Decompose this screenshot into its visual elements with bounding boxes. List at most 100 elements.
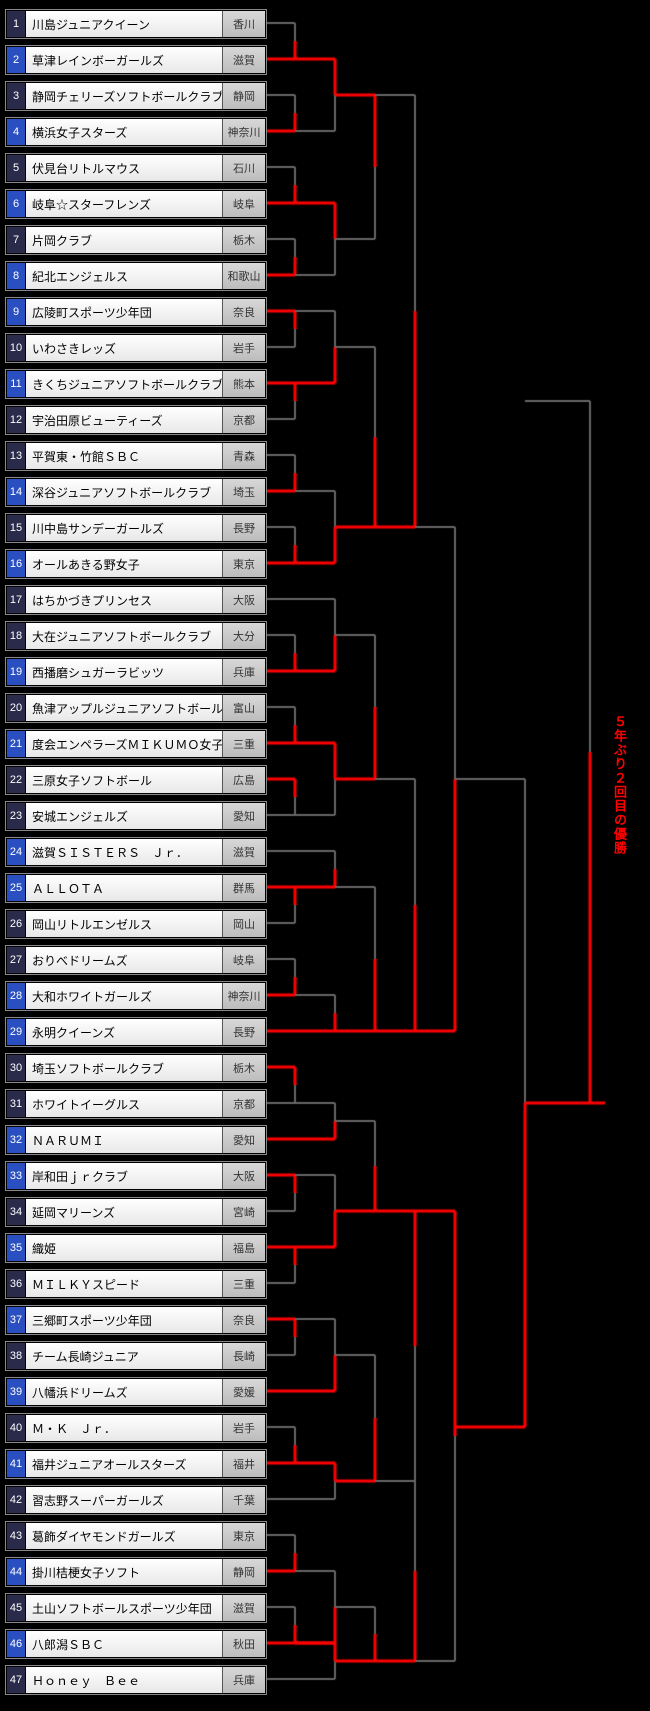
team-row: 27おりべドリームズ岐阜	[6, 946, 266, 974]
team-row: 5伏見台リトルマウス石川	[6, 154, 266, 182]
team-row: 38チーム長崎ジュニア長崎	[6, 1342, 266, 1370]
team-number: 27	[7, 947, 26, 973]
team-prefecture: 兵庫	[222, 1667, 265, 1693]
team-number: 11	[7, 371, 26, 397]
team-row: 13平賀東・竹館ＳＢＣ青森	[6, 442, 266, 470]
team-number: 3	[7, 83, 26, 109]
team-prefecture: 青森	[222, 443, 265, 469]
team-name: 大在ジュニアソフトボールクラブ	[26, 628, 222, 645]
team-prefecture: 東京	[222, 551, 265, 577]
team-number: 19	[7, 659, 26, 685]
team-prefecture: 兵庫	[222, 659, 265, 685]
team-number: 26	[7, 911, 26, 937]
team-row: 46八郎潟ＳＢＣ秋田	[6, 1630, 266, 1658]
team-number: 8	[7, 263, 26, 289]
team-number: 38	[7, 1343, 26, 1369]
team-prefecture: 大阪	[222, 1163, 265, 1189]
team-number: 25	[7, 875, 26, 901]
team-name: 織姫	[26, 1240, 222, 1257]
team-row: 1川島ジュニアクイーン香川	[6, 10, 266, 38]
team-number: 14	[7, 479, 26, 505]
team-name: 岐阜☆スターフレンズ	[26, 196, 222, 213]
team-row: 15川中島サンデーガールズ長野	[6, 514, 266, 542]
team-name: 平賀東・竹館ＳＢＣ	[26, 448, 222, 465]
team-name: いわさきレッズ	[26, 340, 222, 357]
team-name: 草津レインボーガールズ	[26, 52, 222, 69]
team-row: 9広陵町スポーツ少年団奈良	[6, 298, 266, 326]
team-number: 16	[7, 551, 26, 577]
team-prefecture: 岡山	[222, 911, 265, 937]
team-row: 14深谷ジュニアソフトボールクラブ埼玉	[6, 478, 266, 506]
team-prefecture: 滋賀	[222, 1595, 265, 1621]
team-name: 掛川桔梗女子ソフト	[26, 1564, 222, 1581]
team-row: 37三郷町スポーツ少年団奈良	[6, 1306, 266, 1334]
team-prefecture: 京都	[222, 1091, 265, 1117]
team-number: 29	[7, 1019, 26, 1045]
team-name: 安城エンジェルズ	[26, 808, 222, 825]
team-number: 45	[7, 1595, 26, 1621]
team-prefecture: 三重	[222, 1271, 265, 1297]
team-prefecture: 香川	[222, 11, 265, 37]
team-number: 21	[7, 731, 26, 757]
team-number: 20	[7, 695, 26, 721]
team-name: 永明クイーンズ	[26, 1024, 222, 1041]
team-name: 三郷町スポーツ少年団	[26, 1312, 222, 1329]
team-row: 28大和ホワイトガールズ神奈川	[6, 982, 266, 1010]
team-number: 46	[7, 1631, 26, 1657]
team-row: 17はちかづきプリンセス大阪	[6, 586, 266, 614]
team-prefecture: 長崎	[222, 1343, 265, 1369]
team-number: 23	[7, 803, 26, 829]
team-prefecture: 愛媛	[222, 1379, 265, 1405]
team-number: 41	[7, 1451, 26, 1477]
team-prefecture: 千葉	[222, 1487, 265, 1513]
team-prefecture: 岐阜	[222, 947, 265, 973]
team-name: 滋賀ＳＩＳＴＥＲＳ Ｊｒ．	[26, 844, 222, 861]
team-number: 10	[7, 335, 26, 361]
team-prefecture: 東京	[222, 1523, 265, 1549]
team-number: 7	[7, 227, 26, 253]
team-number: 28	[7, 983, 26, 1009]
team-row: 40Ｍ・Ｋ Ｊｒ．岩手	[6, 1414, 266, 1442]
team-row: 22三原女子ソフトボール広島	[6, 766, 266, 794]
team-name: ＮＡＲＵＭＩ	[26, 1132, 222, 1149]
team-row: 26岡山リトルエンゼルス岡山	[6, 910, 266, 938]
team-row: 23安城エンジェルズ愛知	[6, 802, 266, 830]
team-row: 20魚津アップルジュニアソフトボール富山	[6, 694, 266, 722]
team-row: 12宇治田原ビューティーズ京都	[6, 406, 266, 434]
team-name: 葛飾ダイヤモンドガールズ	[26, 1528, 222, 1545]
team-name: 川島ジュニアクイーン	[26, 16, 222, 33]
team-number: 12	[7, 407, 26, 433]
team-number: 43	[7, 1523, 26, 1549]
team-number: 4	[7, 119, 26, 145]
team-row: 42習志野スーパーガールズ千葉	[6, 1486, 266, 1514]
team-row: 3静岡チェリーズソフトボールクラブ静岡	[6, 82, 266, 110]
team-name: 八幡浜ドリームズ	[26, 1384, 222, 1401]
team-prefecture: 福島	[222, 1235, 265, 1261]
team-prefecture: 大分	[222, 623, 265, 649]
team-number: 47	[7, 1667, 26, 1693]
team-prefecture: 富山	[222, 695, 265, 721]
team-prefecture: 三重	[222, 731, 265, 757]
team-name: 静岡チェリーズソフトボールクラブ	[26, 88, 222, 105]
team-prefecture: 愛知	[222, 803, 265, 829]
team-row: 34延岡マリーンズ宮崎	[6, 1198, 266, 1226]
team-number: 18	[7, 623, 26, 649]
team-name: オールあきる野女子	[26, 556, 222, 573]
team-name: ＡＬＬＯＴＡ	[26, 880, 222, 897]
team-number: 24	[7, 839, 26, 865]
team-number: 30	[7, 1055, 26, 1081]
team-prefecture: 静岡	[222, 1559, 265, 1585]
team-row: 35織姫福島	[6, 1234, 266, 1262]
team-name: チーム長崎ジュニア	[26, 1348, 222, 1365]
team-number: 37	[7, 1307, 26, 1333]
team-name: 川中島サンデーガールズ	[26, 520, 222, 537]
team-number: 44	[7, 1559, 26, 1585]
team-number: 2	[7, 47, 26, 73]
team-name: 西播磨シュガーラビッツ	[26, 664, 222, 681]
team-prefecture: 神奈川	[222, 983, 265, 1009]
team-row: 47Ｈｏｎｅｙ Ｂｅｅ兵庫	[6, 1666, 266, 1694]
team-prefecture: 福井	[222, 1451, 265, 1477]
team-prefecture: 石川	[222, 155, 265, 181]
team-prefecture: 京都	[222, 407, 265, 433]
team-name: 片岡クラブ	[26, 232, 222, 249]
